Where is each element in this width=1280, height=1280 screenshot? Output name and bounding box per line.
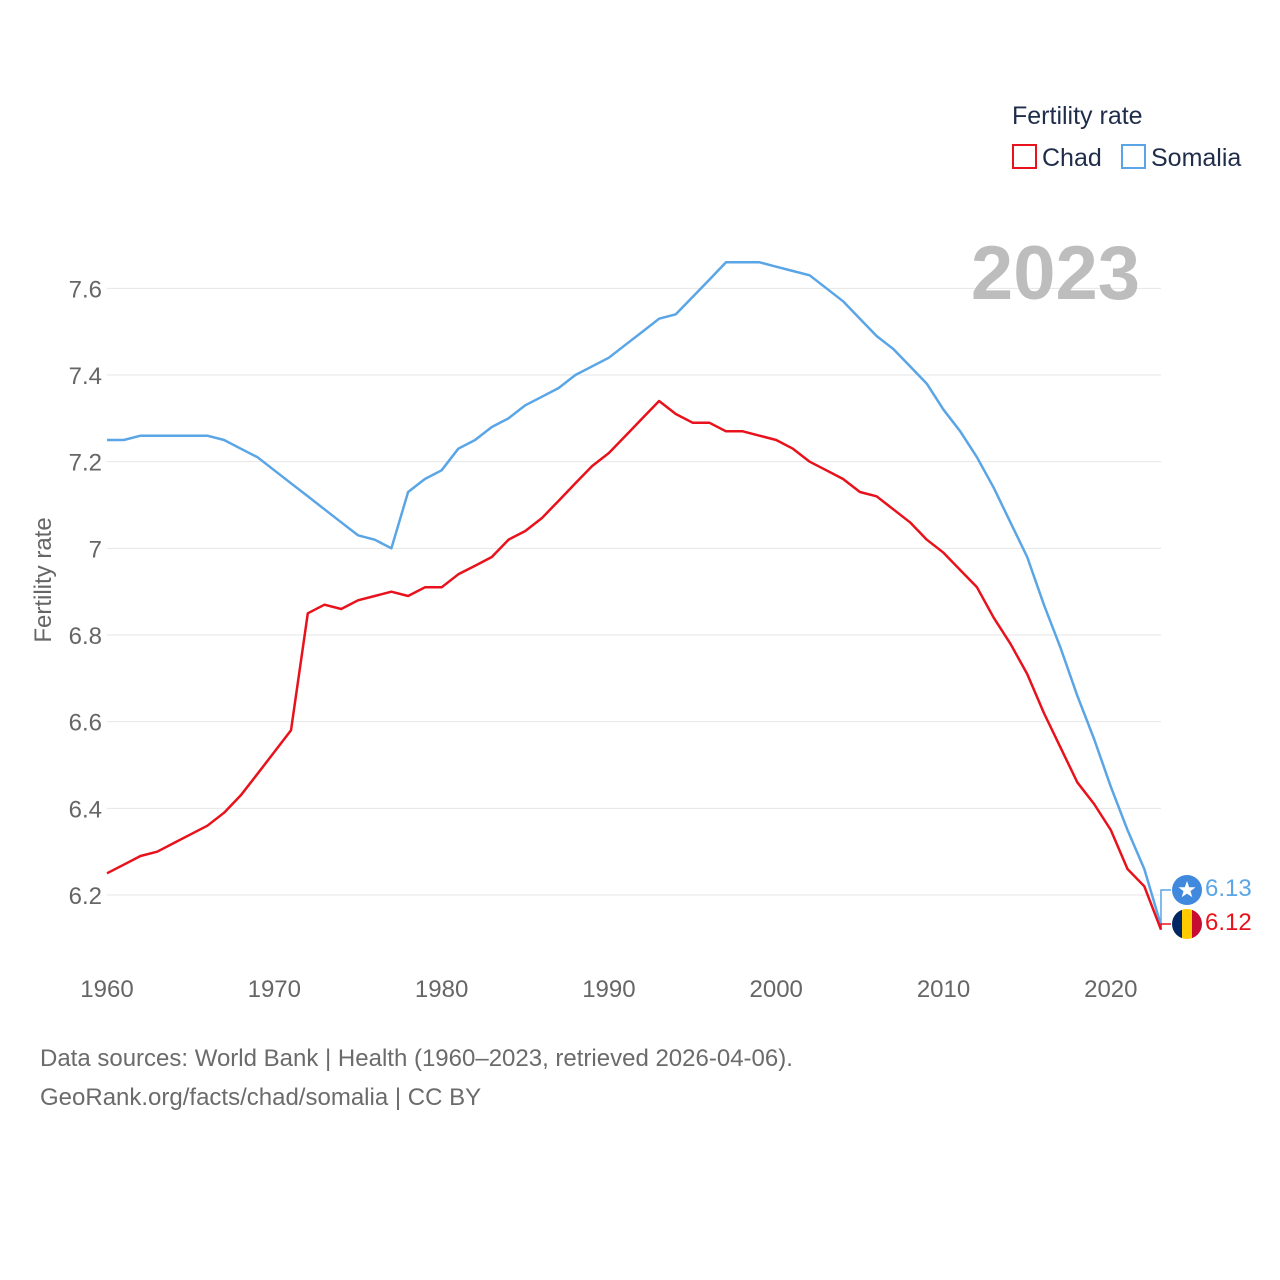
x-tick-label: 2000	[750, 976, 803, 1003]
legend: Fertility rate Chad Somalia	[1012, 102, 1241, 172]
series-line-somalia[interactable]	[107, 261, 1163, 926]
chad-flag-icon	[1172, 909, 1202, 939]
legend-label-somalia[interactable]: Somalia	[1151, 144, 1241, 172]
series-end-markers	[1160, 889, 1171, 930]
y-tick-label: 7	[89, 536, 102, 563]
y-tick-label: 6.4	[69, 796, 102, 823]
year-label: 2023	[971, 231, 1140, 316]
x-tick-label: 1970	[248, 976, 301, 1003]
y-tick-label: 6.8	[69, 623, 102, 650]
y-axis-ticks: 6.2 6.4 6.6 6.8 7 7.2 7.4 7.6	[69, 276, 102, 910]
footer-sources: Data sources: World Bank | Health (1960–…	[40, 1045, 793, 1072]
legend-swatch-somalia[interactable]	[1121, 144, 1146, 169]
y-tick-label: 6.2	[69, 883, 102, 910]
end-connector-chad	[1160, 923, 1171, 930]
y-tick-label: 7.4	[69, 363, 102, 390]
x-tick-label: 1980	[415, 976, 468, 1003]
x-axis-ticks: 1960 1970 1980 1990 2000 2010 2020	[80, 976, 1137, 1003]
series-lines	[106, 261, 1163, 931]
legend-title: Fertility rate	[1012, 102, 1143, 130]
x-tick-label: 1960	[80, 976, 133, 1003]
somalia-flag-icon	[1172, 875, 1202, 905]
y-tick-label: 7.2	[69, 450, 102, 477]
footer-credit: GeoRank.org/facts/chad/somalia | CC BY	[40, 1084, 482, 1111]
x-tick-label: 2010	[917, 976, 970, 1003]
x-tick-label: 2020	[1084, 976, 1137, 1003]
grid-lines	[107, 287, 1161, 896]
end-label-chad: 6.12	[1205, 909, 1252, 936]
y-axis-label: Fertility rate	[30, 517, 57, 642]
end-label-somalia: 6.13	[1205, 875, 1252, 902]
y-tick-label: 6.6	[69, 710, 102, 737]
end-connector-somalia	[1160, 889, 1171, 926]
legend-label-chad[interactable]: Chad	[1042, 144, 1102, 172]
series-line-chad[interactable]	[106, 399, 1163, 931]
x-tick-label: 1990	[582, 976, 635, 1003]
legend-swatch-chad[interactable]	[1012, 144, 1037, 169]
y-tick-label: 7.6	[69, 276, 102, 303]
